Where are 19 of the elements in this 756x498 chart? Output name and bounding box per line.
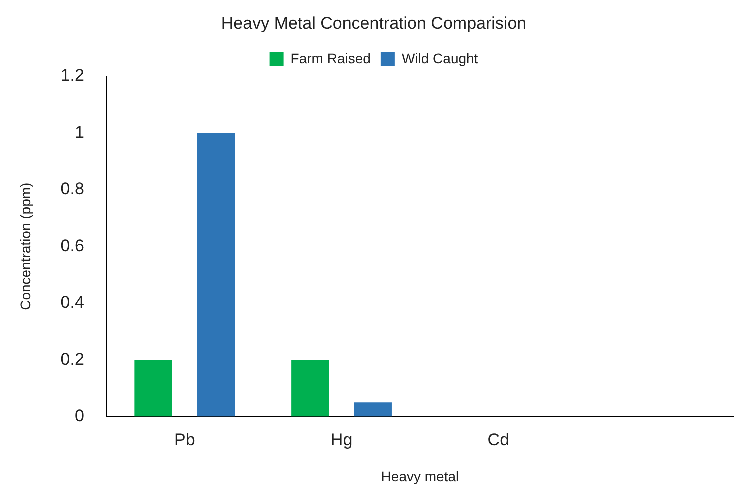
- bar: [292, 360, 330, 417]
- x-tick-label: Cd: [488, 430, 510, 450]
- y-tick-label: 0.6: [60, 236, 84, 256]
- y-tick-label: 0.2: [60, 350, 84, 369]
- y-tick-label: 1: [74, 122, 84, 142]
- chart-title: Heavy Metal Concentration Comparision: [221, 14, 527, 33]
- bar: [197, 133, 236, 417]
- y-tick-label: 0: [74, 406, 84, 426]
- bar: [134, 360, 172, 417]
- legend-label: Farm Raised: [290, 50, 371, 66]
- y-axis-title: Concentration (ppm): [17, 182, 34, 310]
- legend-label: Wild Caught: [402, 50, 478, 66]
- y-tick-label: 1.2: [60, 66, 84, 86]
- x-tick-label: Hg: [330, 430, 353, 450]
- y-tick-label: 0.4: [60, 293, 84, 312]
- y-tick-label: 0.8: [60, 180, 84, 199]
- bar: [354, 402, 392, 417]
- x-axis-title: Heavy metal: [381, 468, 460, 484]
- x-tick-label: Pb: [174, 430, 196, 450]
